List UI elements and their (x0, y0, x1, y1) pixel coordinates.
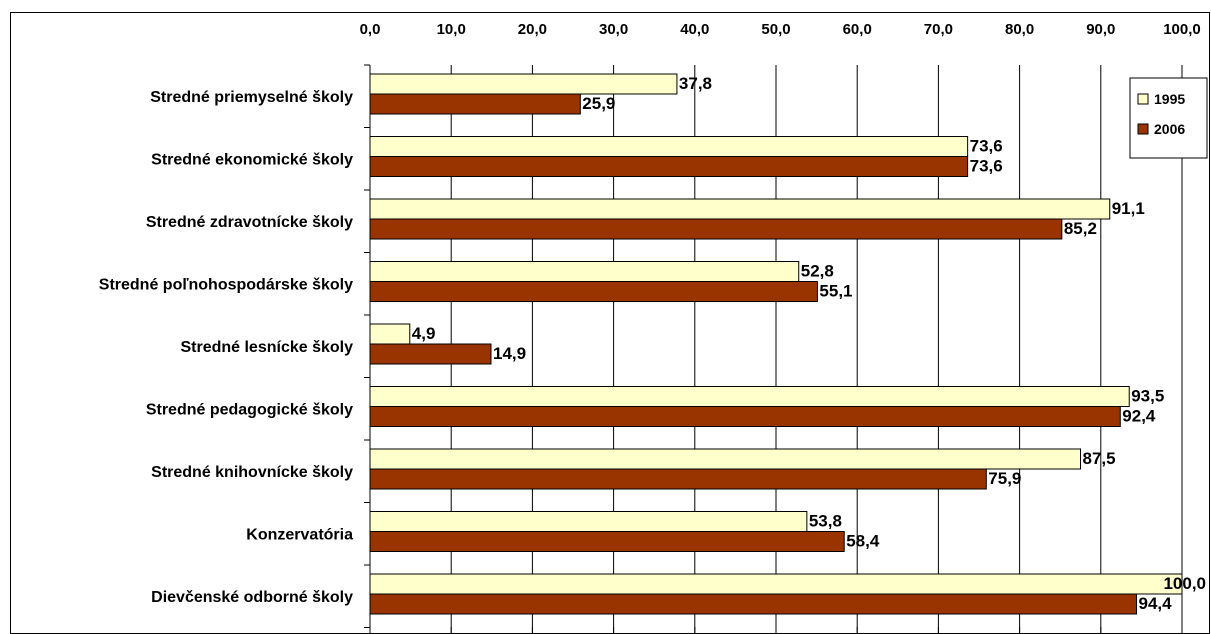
x-tick-label: 40,0 (680, 21, 709, 38)
legend-swatch-2006 (1137, 123, 1149, 135)
data-label-2006: 75,9 (988, 469, 1021, 488)
data-label-1995: 91,1 (1112, 199, 1145, 218)
bar-2006 (369, 218, 1063, 240)
x-tick-label: 0,0 (360, 21, 381, 38)
category-label: Stredné lesnícke školy (180, 339, 353, 356)
x-tick-label: 80,0 (1005, 21, 1034, 38)
bar-1995 (369, 73, 678, 95)
category-label: Stredné pedagogické školy (146, 402, 353, 419)
bar-1995 (369, 261, 800, 282)
data-label-2006: 25,9 (582, 94, 615, 113)
bar-1995 (369, 136, 969, 157)
x-tick-label: 70,0 (924, 21, 953, 38)
category-label: Stredné zdravotnícke školy (146, 214, 353, 231)
x-tick-label: 60,0 (843, 21, 872, 38)
category-label: Stredné poľnohospodárske školy (99, 277, 353, 294)
x-tick-label: 100,0 (1163, 21, 1201, 38)
data-label-2006: 55,1 (819, 282, 852, 301)
data-label-2006: 85,2 (1064, 219, 1097, 238)
category-label: Stredné ekonomické školy (151, 152, 353, 169)
bar-2006 (369, 406, 1121, 427)
x-tick-label: 30,0 (599, 21, 628, 38)
category-label: Dievčenské odborné školy (151, 589, 353, 606)
data-label-2006: 92,4 (1122, 407, 1156, 426)
category-label: Konzervatória (246, 527, 353, 544)
data-label-2006: 58,4 (846, 532, 880, 551)
bar-2006 (369, 93, 581, 115)
bar-1995 (369, 323, 411, 345)
legend-swatch-1995 (1137, 93, 1149, 105)
bar-1995 (369, 198, 1111, 220)
data-label-1995: 100,0 (1163, 574, 1206, 593)
category-label: Stredné priemyselné školy (150, 89, 353, 106)
data-label-2006: 94,4 (1139, 594, 1173, 613)
bar-2006 (369, 343, 492, 365)
data-label-1995: 73,6 (970, 137, 1003, 156)
legend-box (1129, 77, 1208, 159)
legend-label-1995: 1995 (1154, 91, 1185, 107)
bar-2006 (369, 468, 987, 490)
bar-2006 (369, 531, 845, 552)
x-tick-label: 20,0 (518, 21, 547, 38)
category-label: Stredné knihovnícke školy (151, 464, 353, 481)
bar-1995 (369, 511, 808, 532)
bar-2006 (369, 156, 969, 177)
x-tick-label: 10,0 (437, 21, 466, 38)
data-label-1995: 87,5 (1083, 449, 1116, 468)
legend-label-2006: 2006 (1154, 121, 1185, 137)
data-label-2006: 73,6 (970, 157, 1003, 176)
data-label-1995: 93,5 (1131, 387, 1164, 406)
data-label-1995: 37,8 (679, 74, 712, 93)
bar-1995 (369, 448, 1081, 470)
data-label-2006: 14,9 (493, 344, 526, 363)
x-tick-label: 90,0 (1086, 21, 1115, 38)
data-label-1995: 52,8 (801, 262, 834, 281)
bar-1995 (369, 573, 1183, 595)
bar-1995 (369, 386, 1130, 407)
bar-2006 (369, 593, 1138, 615)
bar-2006 (369, 281, 818, 302)
data-label-1995: 4,9 (412, 324, 436, 343)
data-label-1995: 53,8 (809, 512, 842, 531)
x-tick-label: 50,0 (761, 21, 790, 38)
